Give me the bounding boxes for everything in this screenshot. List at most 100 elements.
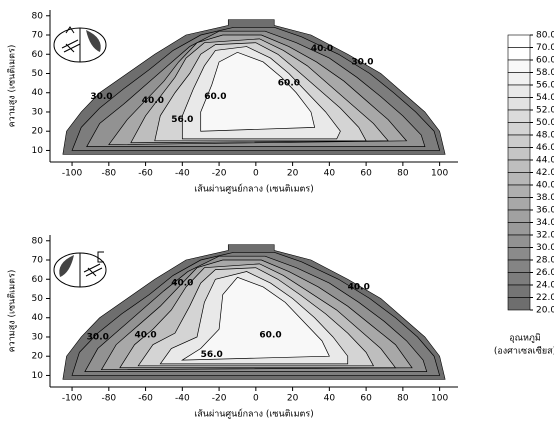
y-tick-label: 60 [32,50,44,60]
x-tick-label: 20 [287,169,299,179]
colorbar-label: 46.0 [536,143,554,153]
colorbar-label: 48.0 [536,131,554,141]
y-tick-label: 40 [32,313,44,323]
y-tick-label: 10 [32,371,44,381]
colorbar-cell [507,172,531,186]
contour-label: 30.0 [87,332,109,342]
colorbar-cell [507,84,531,98]
contour-label: 40.0 [348,282,370,292]
y-tick-label: 40 [32,88,44,98]
x-axis-title: เส้นผ่านศูนย์กลาง (เซนติเมตร) [194,408,314,420]
colorbar-label: 38.0 [536,193,554,203]
x-tick-label: 40 [324,169,336,179]
colorbar-label: 26.0 [536,268,554,278]
x-tick-label: -40 [175,169,190,179]
colorbar-cell [507,247,531,261]
colorbar-label: 34.0 [536,218,554,228]
colorbar-cell [507,134,531,148]
y-tick-label: 20 [32,127,44,137]
colorbar-label: 58.0 [536,68,554,78]
y-tick-label: 50 [32,69,44,79]
contour-label: 40.0 [311,44,333,54]
y-axis-title: ความสูง (เซนติเมตร) [7,45,18,128]
x-tick-label: -20 [212,394,227,404]
colorbar-cell [507,297,531,311]
colorbar-label: 22.0 [536,293,554,303]
contour-region [181,276,330,361]
contour-label: 60.0 [278,79,300,89]
inset-icon [53,251,107,288]
contour-label: 60.0 [204,92,226,102]
colorbar-cell [507,159,531,173]
contour-label: 40.0 [142,96,164,106]
x-tick-label: 0 [253,394,259,404]
colorbar-cell [507,197,531,211]
contour-label: 56.0 [171,115,193,125]
colorbar-label: 50.0 [536,118,554,128]
x-tick-label: -20 [212,169,227,179]
contour-label: 30.0 [90,92,112,102]
colorbar-title: (องศาเซลเซียส) [494,346,554,357]
colorbar-label: 80.0 [536,31,554,41]
colorbar-label: 28.0 [536,256,554,266]
x-tick-label: -60 [138,169,153,179]
colorbar-cell [507,97,531,111]
contour-label: 40.0 [134,331,156,341]
x-tick-label: 80 [397,394,409,404]
colorbar-label: 24.0 [536,281,554,291]
x-tick-label: -60 [138,394,153,404]
contour-label: 60.0 [259,331,281,341]
colorbar-label: 44.0 [536,156,554,166]
colorbar-title: อุณหภูมิ [509,333,541,344]
colorbar-cell [507,222,531,236]
y-tick-label: 70 [32,256,44,266]
colorbar-label: 32.0 [536,231,554,241]
contour-region [200,51,316,132]
colorbar-cell [507,259,531,273]
y-tick-label: 60 [32,275,44,285]
x-tick-label: 40 [324,394,336,404]
x-tick-label: -80 [101,394,116,404]
x-tick-label: 20 [287,394,299,404]
inset-icon [53,26,107,63]
colorbar-cell [507,59,531,73]
y-tick-label: 50 [32,294,44,304]
x-tick-label: 0 [253,169,259,179]
colorbar-cell [507,184,531,198]
colorbar-label: 30.0 [536,243,554,253]
colorbar-cell [507,147,531,161]
y-tick-label: 80 [32,11,44,21]
contour-label: 30.0 [351,57,373,67]
colorbar-cell [507,209,531,223]
colorbar-cell [507,122,531,136]
colorbar-label: 54.0 [536,93,554,103]
colorbar-label: 36.0 [536,206,554,216]
colorbar-label: 20.0 [536,306,554,316]
contour-label: 56.0 [201,350,223,360]
colorbar-cell [507,109,531,123]
colorbar-label: 42.0 [536,168,554,178]
x-tick-label: -40 [175,394,190,404]
colorbar-label: 56.0 [536,81,554,91]
colorbar-cell [507,284,531,298]
colorbar-label: 70.0 [536,43,554,53]
colorbar-cell [507,47,531,61]
colorbar-cell [507,34,531,48]
x-tick-label: -100 [62,394,83,404]
colorbar-label: 40.0 [536,181,554,191]
y-tick-label: 10 [32,146,44,156]
contour-label: 40.0 [171,279,193,289]
x-tick-label: 100 [431,169,448,179]
x-axis-title: เส้นผ่านศูนย์กลาง (เซนติเมตร) [194,183,314,195]
x-tick-label: -80 [101,169,116,179]
x-tick-label: -100 [62,169,83,179]
y-tick-label: 20 [32,352,44,362]
y-tick-label: 30 [32,107,44,117]
colorbar-cell [507,72,531,86]
x-tick-label: 60 [360,169,372,179]
colorbar-label: 52.0 [536,106,554,116]
y-tick-label: 70 [32,31,44,41]
x-tick-label: 60 [360,394,372,404]
x-tick-label: 80 [397,169,409,179]
